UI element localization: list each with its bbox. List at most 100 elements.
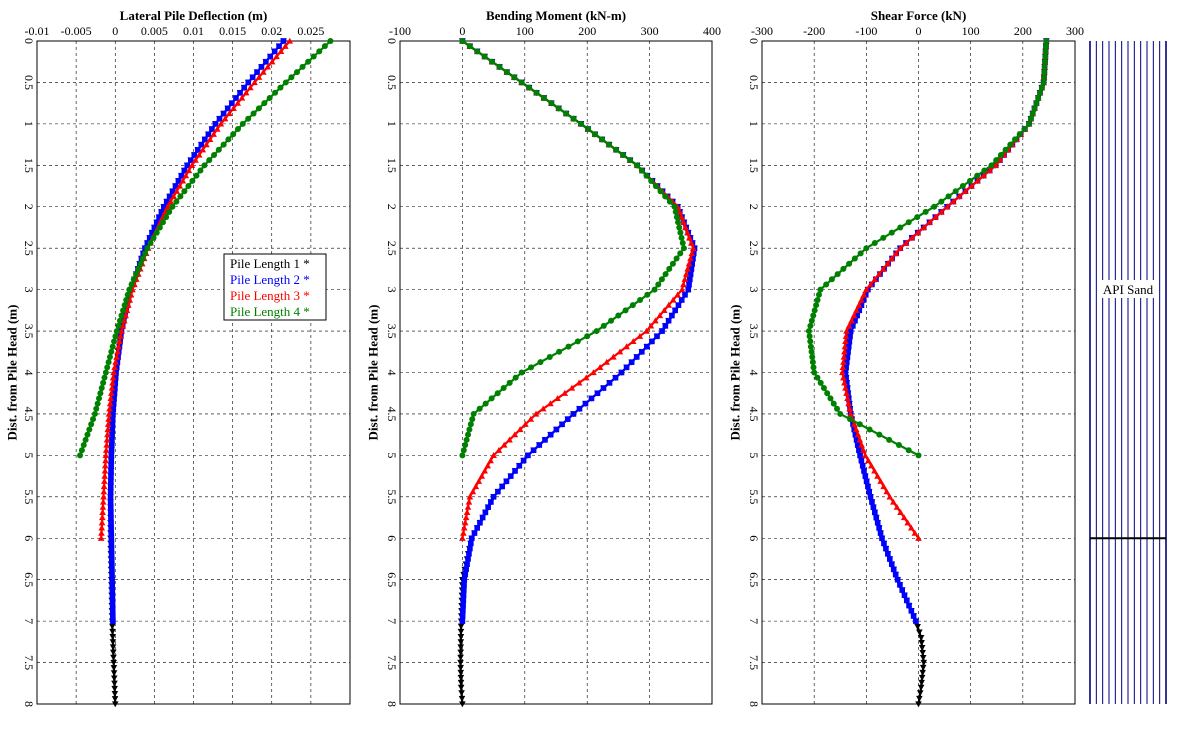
data-point (272, 89, 279, 96)
data-point (627, 157, 634, 164)
data-point (110, 400, 117, 407)
data-point (104, 431, 111, 438)
data-point (884, 260, 891, 267)
data-point (870, 504, 877, 510)
data-point (457, 659, 464, 666)
data-point (106, 353, 113, 360)
data-point (993, 157, 1000, 164)
data-point (1029, 110, 1036, 117)
data-point (1042, 43, 1049, 50)
x-tick-label: 100 (962, 24, 980, 38)
data-point (920, 224, 928, 231)
data-point (908, 234, 916, 241)
data-point (817, 379, 824, 386)
data-point (482, 509, 489, 516)
data-point (107, 395, 115, 402)
data-point (108, 442, 115, 448)
series-pile-length-1 (107, 38, 287, 708)
x-tick-label: 0 (112, 24, 118, 38)
data-point (216, 115, 223, 122)
x-tick-label: 200 (578, 24, 596, 38)
data-point (105, 359, 112, 366)
data-point (108, 556, 115, 562)
data-point (666, 265, 673, 272)
data-point (657, 188, 664, 195)
data-point (225, 136, 232, 143)
data-point (844, 385, 851, 391)
data-point (967, 177, 974, 184)
data-point (225, 110, 233, 117)
data-point (1042, 58, 1049, 65)
data-point (968, 182, 975, 189)
data-point (102, 452, 110, 459)
data-point (906, 602, 912, 609)
data-point (293, 69, 300, 76)
data-point (639, 348, 645, 355)
data-point (263, 58, 269, 65)
data-point (840, 374, 847, 381)
data-point (299, 63, 306, 70)
data-point (824, 390, 831, 397)
data-point (858, 302, 865, 308)
data-point (673, 214, 680, 221)
data-point (883, 545, 889, 552)
y-tick-label: 8 (747, 701, 761, 707)
data-point (321, 43, 328, 50)
y-tick-label: 1 (22, 121, 36, 127)
data-point (137, 260, 144, 267)
data-point (584, 333, 591, 340)
data-point (673, 255, 680, 262)
y-tick-label: 0 (747, 38, 761, 44)
data-point (215, 146, 222, 153)
legend-asterisk: * (303, 304, 310, 319)
data-point (574, 338, 581, 345)
data-point (460, 602, 466, 609)
data-point (489, 58, 496, 65)
data-point (109, 607, 116, 614)
data-point (871, 275, 879, 282)
data-point (169, 203, 176, 210)
data-point (90, 416, 97, 423)
y-tick-label: 4 (747, 370, 761, 376)
data-point (466, 426, 473, 433)
data-point (490, 494, 497, 500)
data-point (460, 592, 467, 599)
data-point (100, 379, 107, 386)
data-point (520, 457, 527, 464)
data-point (108, 452, 115, 459)
data-point (102, 369, 109, 376)
data-point (600, 322, 607, 329)
data-point (512, 374, 519, 381)
data-point (840, 265, 847, 272)
y-tick-label: 4.5 (385, 406, 399, 421)
data-point (807, 343, 814, 350)
data-point (97, 534, 105, 541)
data-point (610, 353, 617, 360)
data-point (827, 395, 834, 402)
data-point (582, 400, 589, 407)
data-point (628, 359, 635, 365)
data-point (857, 452, 863, 459)
data-point (206, 136, 214, 143)
data-point (185, 183, 192, 190)
data-point (678, 213, 685, 220)
data-point (108, 550, 115, 557)
y-tick-label: 8 (22, 701, 36, 707)
data-point (599, 136, 606, 143)
data-point (883, 488, 891, 495)
data-point (472, 483, 480, 490)
data-point (666, 198, 673, 205)
data-point (918, 645, 926, 651)
data-point (277, 48, 285, 54)
data-point (546, 353, 553, 360)
data-point (847, 328, 854, 334)
y-tick-label: 0.5 (22, 75, 36, 90)
x-tick-label: 0 (916, 24, 922, 38)
data-point (224, 105, 231, 112)
data-point (810, 312, 817, 319)
data-point (608, 317, 615, 324)
data-point (192, 156, 199, 163)
y-tick-label: 2 (747, 204, 761, 210)
data-point (197, 167, 204, 174)
data-point (109, 592, 116, 599)
